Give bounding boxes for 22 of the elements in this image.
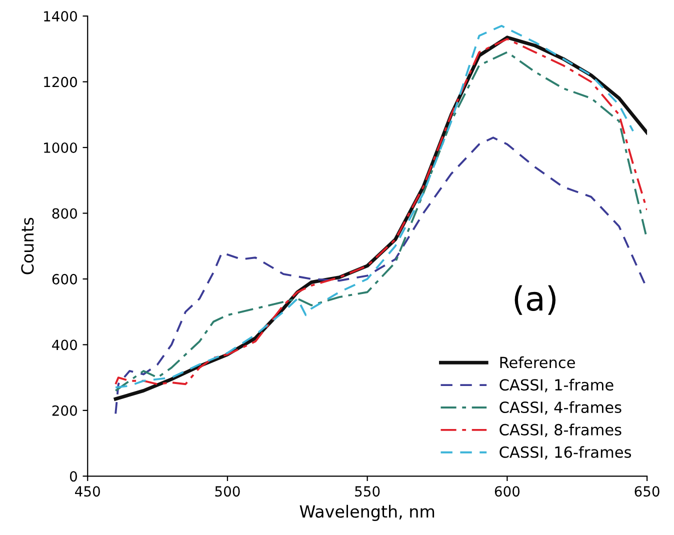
- legend-label: CASSI, 1-frame: [500, 378, 614, 392]
- y-tick-label: 1400: [44, 11, 77, 22]
- y-tick-label: 0: [70, 471, 77, 482]
- y-axis-title: Counts: [21, 218, 34, 274]
- y-tick-label: 200: [52, 405, 77, 416]
- y-tick-label: 800: [52, 208, 77, 219]
- x-tick-label: 450: [75, 486, 100, 497]
- legend-label: CASSI, 16-frames: [500, 446, 632, 460]
- legend-label: CASSI, 4-frames: [500, 401, 622, 415]
- x-tick-label: 650: [634, 486, 660, 497]
- annotation: (a): [514, 285, 556, 315]
- line-series: [114, 136, 648, 415]
- y-tick-label: 400: [52, 340, 77, 350]
- x-tick-label: 500: [215, 486, 240, 497]
- legend-label: Reference: [500, 356, 575, 368]
- x-axis-title: Wavelength, nm: [300, 504, 434, 521]
- x-tick-label: 550: [355, 486, 380, 497]
- x-tick-label: 600: [494, 486, 520, 497]
- y-tick-label: 600: [52, 274, 77, 284]
- y-tick-label: 1000: [44, 142, 77, 153]
- y-tick-label: 1200: [44, 76, 77, 88]
- legend-label: CASSI, 8-frames: [500, 424, 622, 438]
